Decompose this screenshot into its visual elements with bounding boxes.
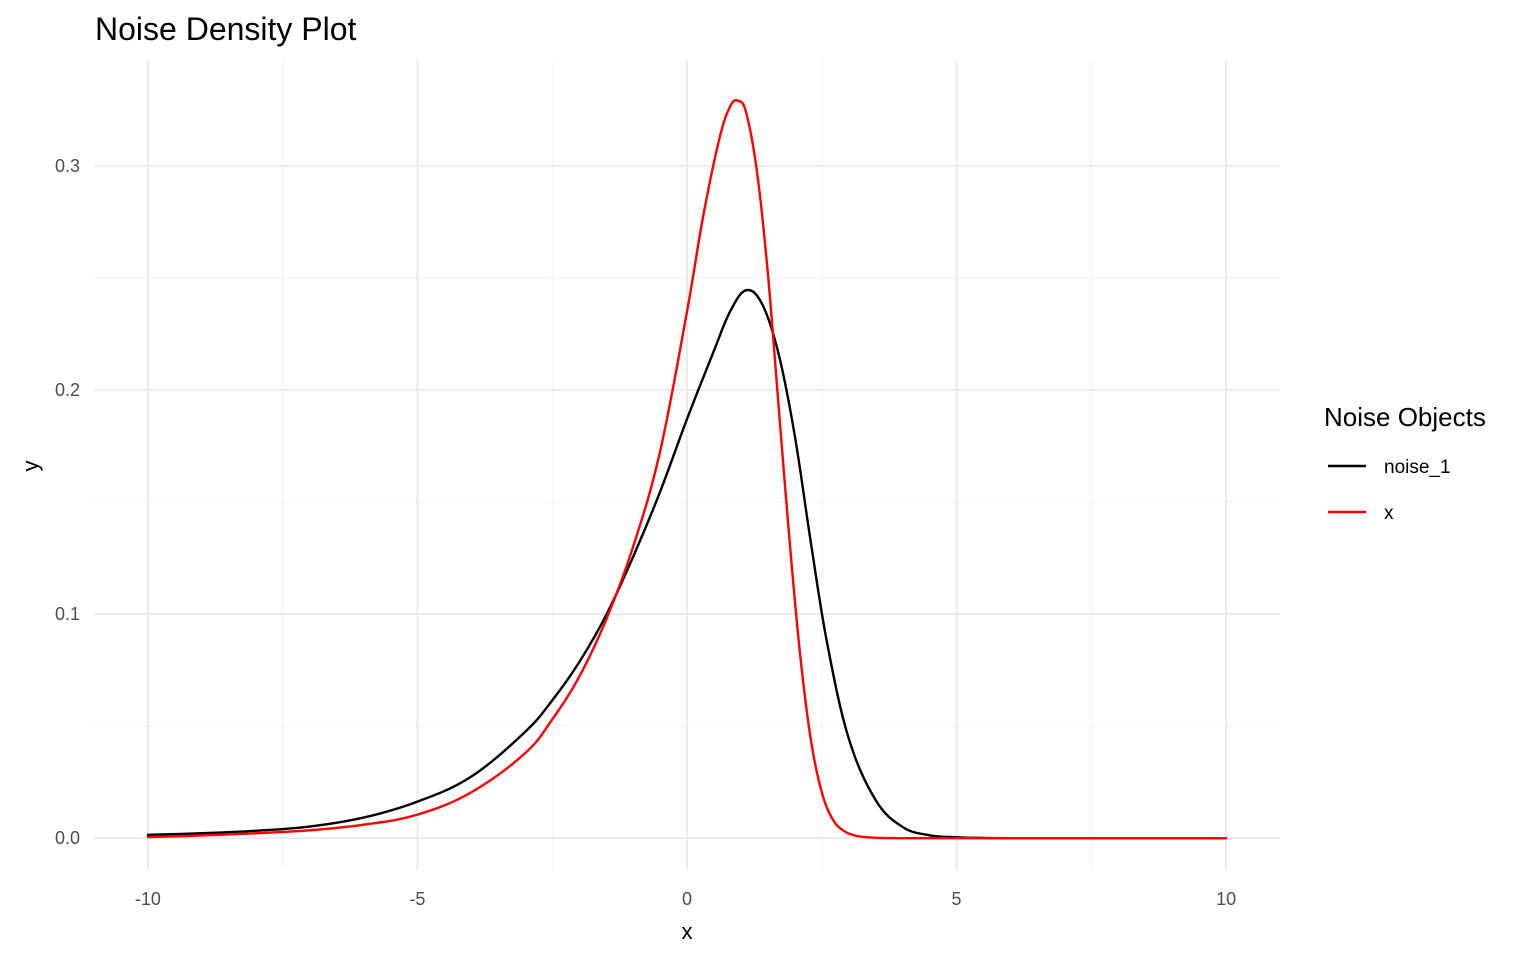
x-tick-label: 10 (1216, 889, 1236, 909)
legend-title: Noise Objects (1324, 402, 1486, 432)
series-lines (146, 98, 1228, 840)
y-axis-title: y (18, 461, 43, 472)
legend: Noise Objects noise_1 x (1324, 402, 1486, 524)
legend-item-x: x (1328, 503, 1394, 524)
series-line-x (146, 98, 1228, 840)
chart-title: Noise Density Plot (95, 11, 357, 47)
major-gridlines (94, 60, 1280, 870)
x-tick-label: 0 (682, 889, 692, 909)
legend-label-noise-1: noise_1 (1384, 457, 1451, 478)
legend-item-noise-1: noise_1 (1328, 457, 1451, 478)
x-tick-label: 5 (952, 889, 962, 909)
y-tick-label: 0.2 (55, 380, 80, 400)
legend-label-x: x (1384, 503, 1394, 524)
y-tick-label: 0.1 (55, 604, 80, 624)
x-tick-label: -5 (409, 889, 425, 909)
tick-labels: -10 -5 0 5 10 0.0 0.1 0.2 0.3 (55, 156, 1236, 909)
x-tick-label: -10 (135, 889, 161, 909)
y-tick-label: 0.3 (55, 156, 80, 176)
x-axis-title: x (682, 919, 693, 944)
y-tick-label: 0.0 (55, 828, 80, 848)
